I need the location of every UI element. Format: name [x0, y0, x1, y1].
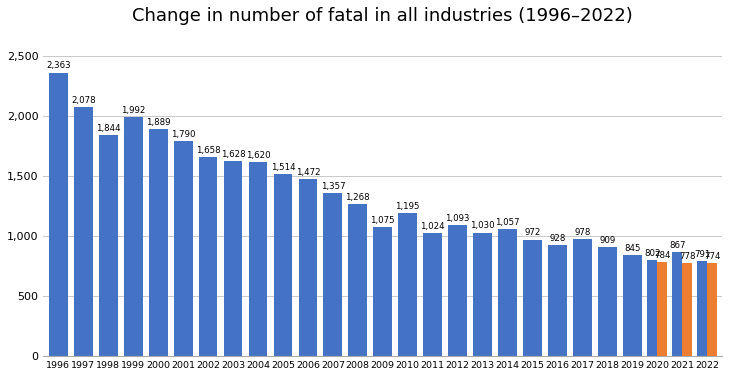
Text: 1,472: 1,472	[295, 168, 320, 177]
Bar	[448, 225, 467, 356]
Bar	[99, 135, 117, 356]
Bar	[498, 229, 517, 356]
Bar	[324, 193, 342, 356]
Text: 1,057: 1,057	[495, 218, 520, 227]
Text: 1,093: 1,093	[445, 214, 470, 223]
Bar	[573, 239, 592, 356]
Text: 978: 978	[574, 228, 590, 237]
Text: 972: 972	[524, 228, 541, 238]
Bar	[273, 175, 292, 356]
Text: 1,628: 1,628	[221, 150, 246, 159]
Bar	[598, 247, 617, 356]
Text: 791: 791	[694, 250, 710, 259]
Bar	[623, 255, 642, 356]
Bar	[224, 161, 243, 356]
Text: 1,030: 1,030	[470, 221, 495, 230]
Bar	[398, 213, 417, 356]
Text: 1,357: 1,357	[321, 182, 345, 191]
Text: 1,992: 1,992	[121, 106, 146, 115]
Text: 1,620: 1,620	[246, 150, 270, 159]
Bar	[49, 72, 68, 356]
Bar	[424, 233, 442, 356]
Text: 784: 784	[654, 251, 671, 260]
Bar	[707, 263, 717, 356]
Text: 778: 778	[679, 251, 695, 261]
Bar	[698, 261, 707, 356]
Text: 802: 802	[644, 249, 660, 258]
Text: 1,658: 1,658	[196, 146, 220, 155]
Text: 774: 774	[703, 252, 720, 261]
Text: 845: 845	[624, 244, 641, 253]
Bar	[647, 260, 657, 356]
Bar	[348, 204, 367, 356]
Text: 1,268: 1,268	[346, 193, 370, 202]
Bar	[672, 252, 682, 356]
Text: 1,075: 1,075	[370, 216, 395, 225]
Text: 2,078: 2,078	[71, 95, 95, 104]
Bar	[373, 227, 392, 356]
Bar	[74, 107, 93, 356]
Bar	[249, 162, 268, 356]
Bar	[548, 245, 566, 356]
Text: 928: 928	[549, 234, 566, 243]
Bar	[682, 263, 692, 356]
Text: 1,844: 1,844	[96, 124, 120, 133]
Bar	[174, 141, 192, 356]
Title: Change in number of fatal in all industries (1996–2022): Change in number of fatal in all industr…	[133, 7, 633, 25]
Bar	[199, 157, 217, 356]
Bar	[473, 233, 492, 356]
Text: 1,514: 1,514	[270, 163, 295, 172]
Bar	[658, 262, 667, 356]
Text: 867: 867	[669, 241, 685, 250]
Text: 2,363: 2,363	[46, 61, 71, 70]
Text: 1,024: 1,024	[421, 222, 445, 231]
Text: 909: 909	[599, 236, 615, 245]
Text: 1,889: 1,889	[146, 118, 171, 127]
Bar	[299, 179, 317, 356]
Text: 1,790: 1,790	[171, 130, 195, 139]
Bar	[149, 129, 168, 356]
Bar	[124, 117, 143, 356]
Text: 1,195: 1,195	[395, 202, 420, 211]
Bar	[523, 239, 542, 356]
